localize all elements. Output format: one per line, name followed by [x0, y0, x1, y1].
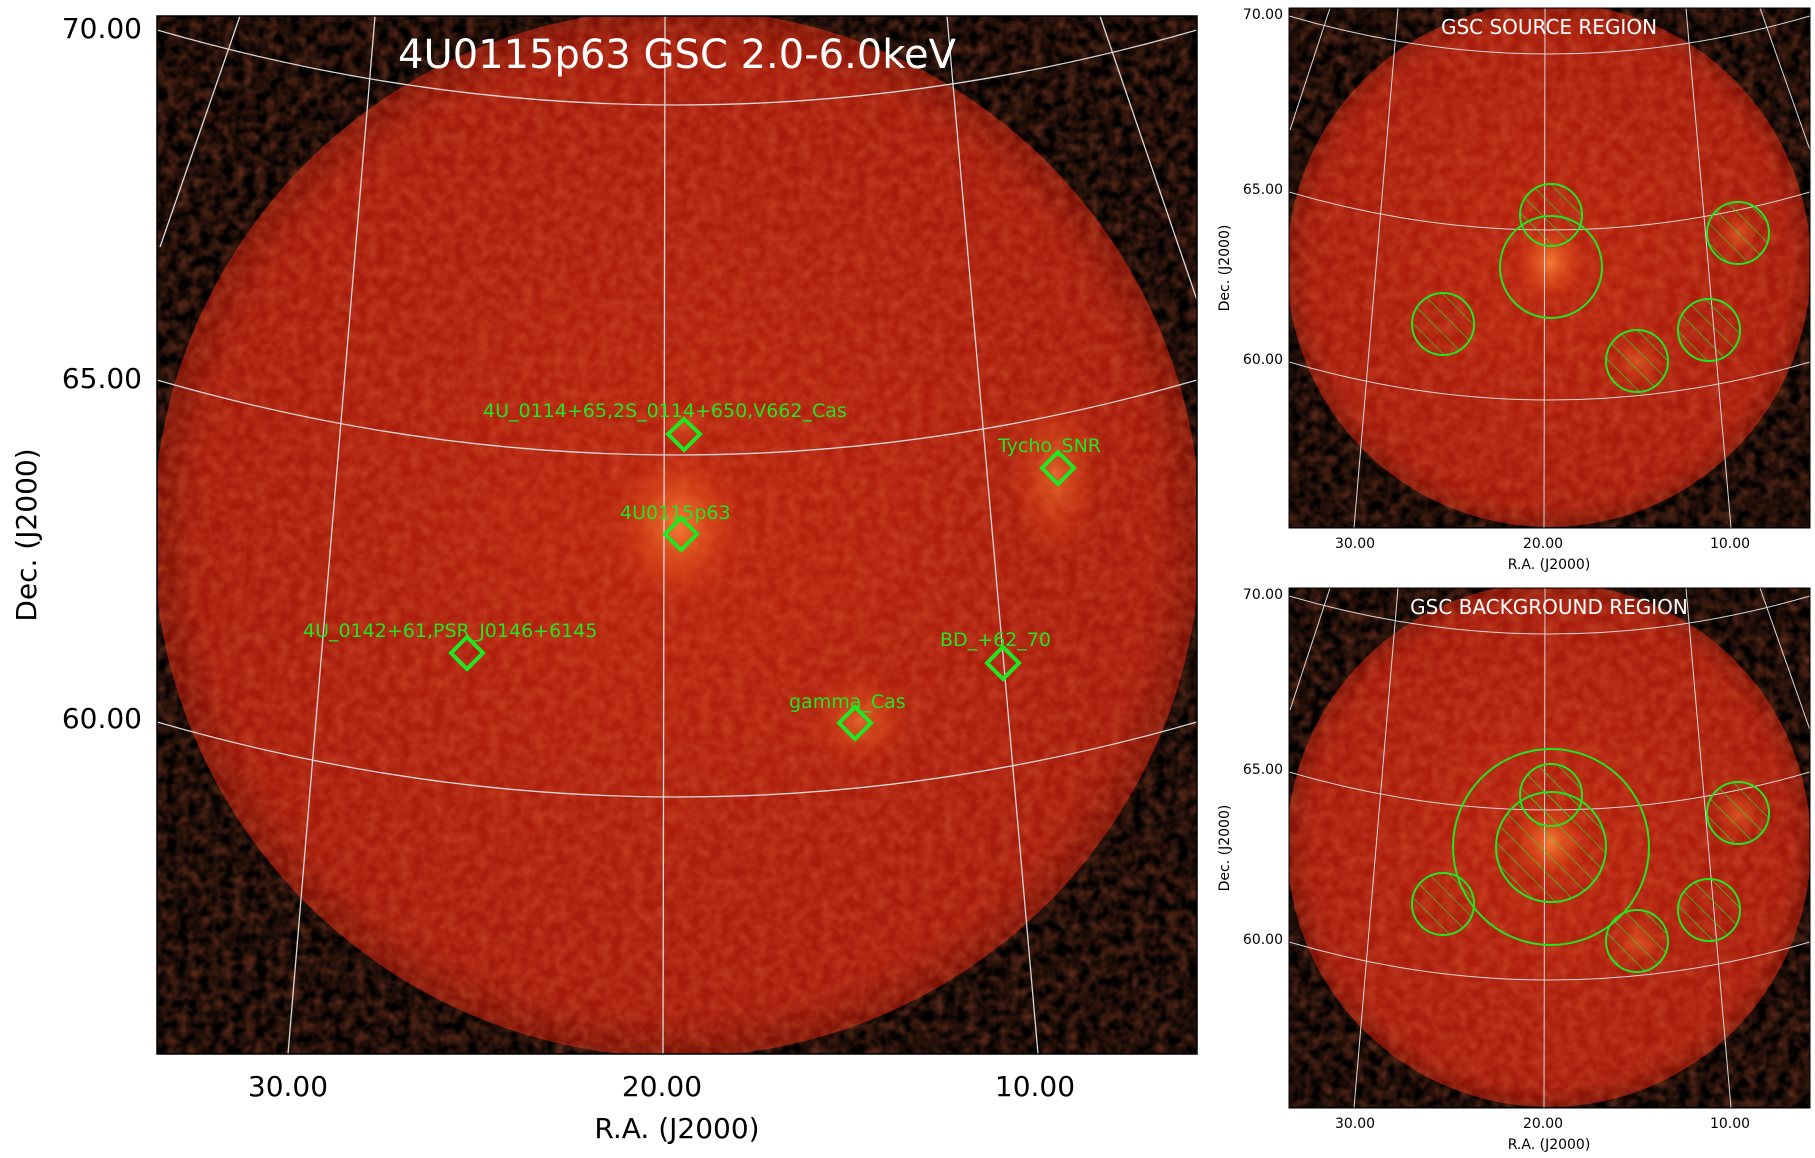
marker-4u0114 — [665, 416, 703, 453]
bg-exclusion-bd62 — [1677, 878, 1741, 942]
main-title: 4U0115p63 GSC 2.0-6.0keV — [398, 32, 957, 78]
bg-exclusion-gamma-cas — [1605, 909, 1669, 973]
main-emission-4u0115p63 — [608, 440, 748, 610]
marker-gamma-cas — [836, 704, 874, 742]
bg-exclusion-4u0142 — [1411, 872, 1475, 936]
source-y-axis-title: Dec. (J2000) — [1217, 225, 1233, 312]
label-4u0115p63: 4U0115p63 — [620, 502, 731, 524]
exclusion-bd62 — [1677, 298, 1741, 362]
exclusion-4u0114 — [1519, 183, 1583, 247]
source-region-panel: GSC SOURCE REGION 70.00 65.00 60.00 30.0… — [1217, 7, 1811, 573]
label-bd62: BD_+62_70 — [940, 629, 1051, 651]
source-x-tick-20: 20.00 — [1523, 536, 1563, 552]
main-x-tick-30: 30.00 — [248, 1070, 328, 1103]
source-x-tick-30: 30.00 — [1335, 536, 1375, 552]
background-y-axis-title: Dec. (J2000) — [1217, 805, 1233, 892]
source-x-axis-title: R.A. (J2000) — [1508, 557, 1591, 573]
background-y-tick-65: 65.00 — [1243, 762, 1283, 778]
background-y-tick-60: 60.00 — [1243, 932, 1283, 948]
source-region-circles — [1411, 183, 1770, 393]
marker-bd62 — [984, 644, 1022, 682]
source-y-tick-70: 70.00 — [1243, 7, 1283, 23]
background-region-panel: GSC BACKGROUND REGION 70.00 65.00 60.00 … — [1217, 587, 1811, 1153]
main-emission-tycho — [1005, 385, 1105, 565]
exclusion-4u0142 — [1411, 292, 1475, 356]
background-region-circles — [1411, 748, 1770, 973]
main-x-tick-10: 10.00 — [995, 1070, 1075, 1103]
label-tycho: Tycho_SNR — [997, 435, 1101, 457]
background-x-axis-title: R.A. (J2000) — [1508, 1137, 1591, 1153]
background-x-tick-30: 30.00 — [1335, 1116, 1375, 1132]
background-annulus-outer — [1452, 748, 1650, 946]
main-y-tick-70: 70.00 — [62, 12, 142, 45]
background-x-tick-20: 20.00 — [1523, 1116, 1563, 1132]
source-panel-title: GSC SOURCE REGION — [1441, 15, 1657, 39]
bg-exclusion-tycho — [1706, 781, 1770, 845]
background-frame — [1288, 587, 1811, 1109]
main-emission-gamma-cas — [805, 670, 915, 770]
source-frame — [1288, 7, 1811, 529]
marker-tycho — [1039, 449, 1077, 487]
main-x-axis-title: R.A. (J2000) — [594, 1112, 759, 1145]
marker-4u0142 — [448, 634, 486, 672]
marker-4u0115p63 — [662, 515, 700, 553]
main-frame — [156, 15, 1198, 1055]
source-y-tick-65: 65.00 — [1243, 182, 1283, 198]
main-sky-map: 4U_0114+65,2S_0114+650,V662_Cas 4U0115p6… — [10, 12, 1198, 1145]
label-4u0142: 4U_0142+61,PSR_J0146+6145 — [303, 620, 597, 642]
label-4u0114: 4U_0114+65,2S_0114+650,V662_Cas — [483, 400, 847, 422]
main-y-tick-65: 65.00 — [62, 362, 142, 395]
bg-exclusion-4u0114 — [1519, 763, 1583, 827]
main-y-tick-60: 60.00 — [62, 702, 142, 735]
exclusion-tycho — [1706, 201, 1770, 265]
background-panel-title: GSC BACKGROUND REGION — [1410, 595, 1688, 619]
main-x-tick-20: 20.00 — [622, 1070, 702, 1103]
source-x-tick-10: 10.00 — [1710, 536, 1750, 552]
background-x-tick-10: 10.00 — [1710, 1116, 1750, 1132]
main-y-axis-title: Dec. (J2000) — [10, 448, 43, 621]
source-y-tick-60: 60.00 — [1243, 352, 1283, 368]
exclusion-gamma-cas — [1605, 329, 1669, 393]
label-gamma-cas: gamma_Cas — [789, 691, 906, 713]
main-source-markers — [448, 416, 1077, 742]
background-y-tick-70: 70.00 — [1243, 587, 1283, 603]
